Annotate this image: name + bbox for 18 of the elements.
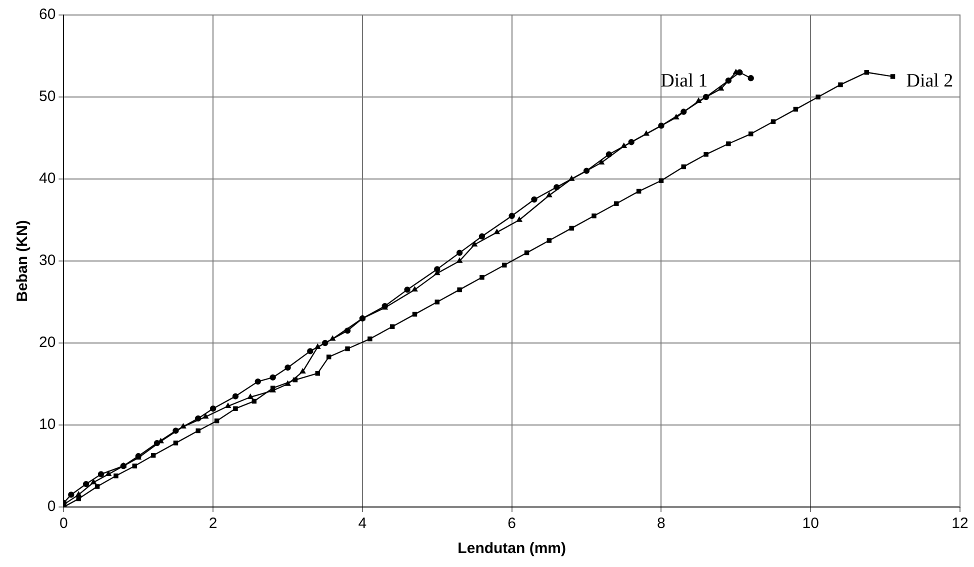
x-tick-label: 6 xyxy=(508,515,516,532)
x-tick-label: 12 xyxy=(952,515,968,532)
x-tick-label: 4 xyxy=(358,515,367,532)
y-tick-label: 50 xyxy=(38,88,56,106)
x-tick-label: 10 xyxy=(802,515,819,532)
y-tick-label: 40 xyxy=(38,170,56,188)
x-tick-label: 0 xyxy=(60,515,68,532)
annotation: Dial 2 xyxy=(906,70,954,92)
x-tick-label: 8 xyxy=(657,515,666,532)
x-tick-label: 2 xyxy=(208,515,218,532)
y-tick-label: 10 xyxy=(38,416,56,434)
y-tick-label: 60 xyxy=(38,6,56,24)
y-axis-title: Beban (KN) xyxy=(14,220,32,302)
y-tick-label: 30 xyxy=(38,252,56,270)
y-tick-label: 20 xyxy=(38,334,56,352)
x-axis-title: Lendutan (mm) xyxy=(458,540,566,558)
y-tick-label: 0 xyxy=(47,498,56,516)
annotation: Dial 1 xyxy=(660,70,708,92)
